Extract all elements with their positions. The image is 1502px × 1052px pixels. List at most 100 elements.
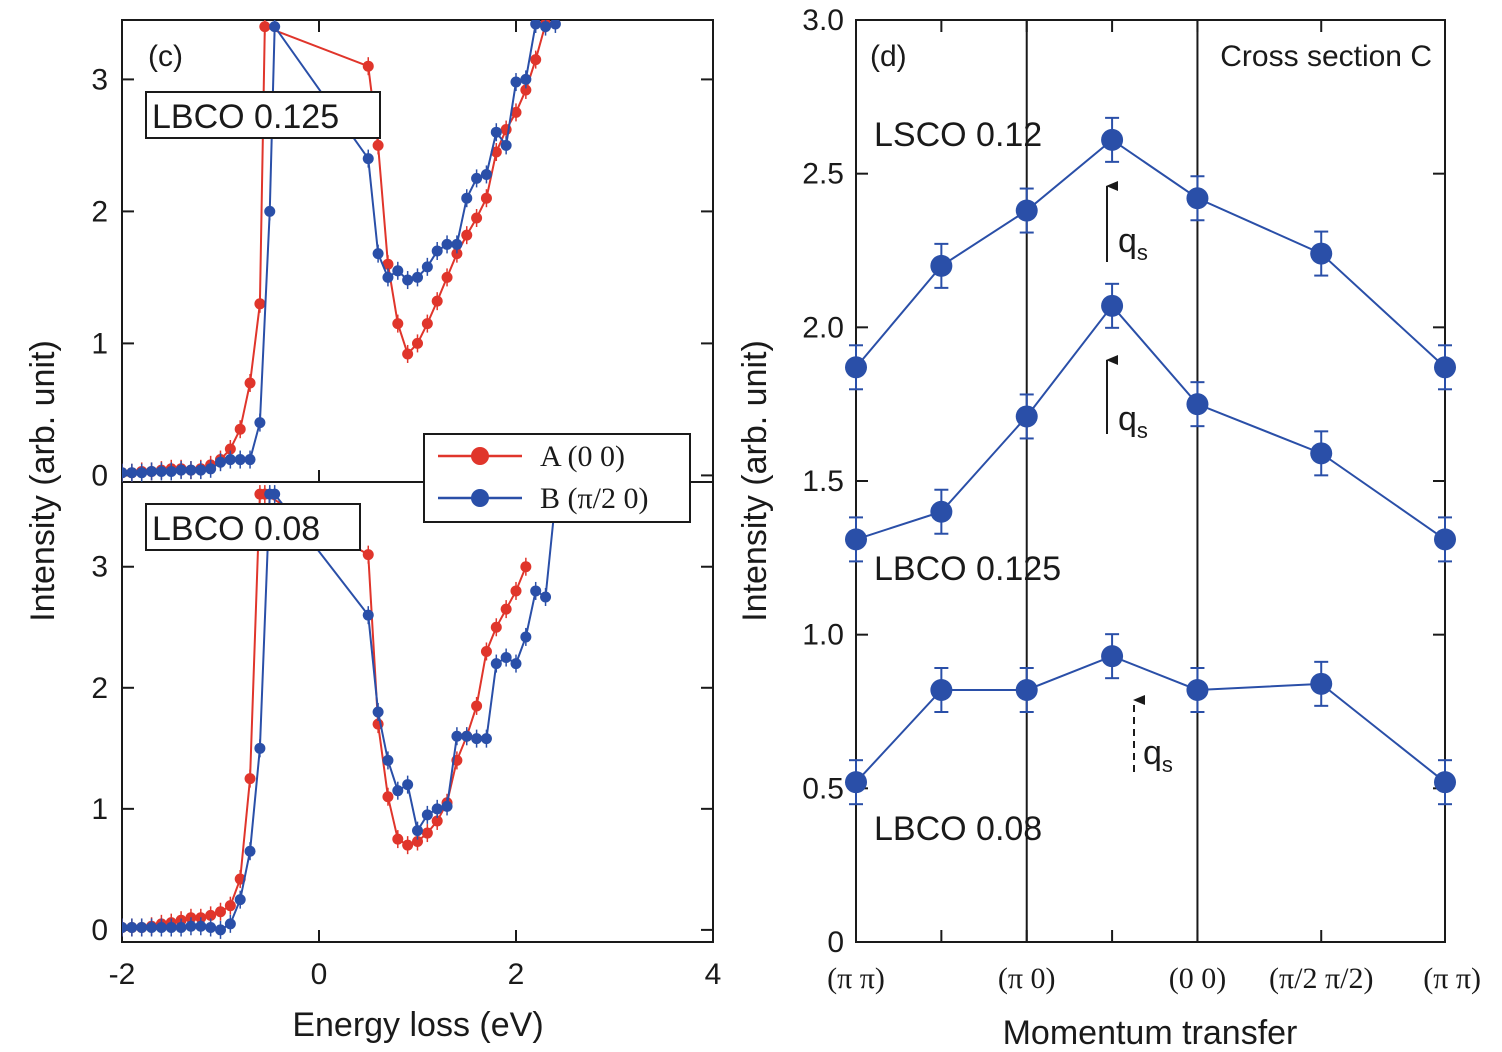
data-point-b-2-0: [392, 785, 404, 797]
data-point-b-2-0: [402, 779, 414, 791]
data-point-b-2-0: [461, 730, 473, 742]
data-point-b-2-0: [224, 918, 236, 930]
data-point-b-2-0: [165, 921, 177, 933]
data-point-b-2-0: [195, 920, 207, 932]
qs-label-subscript: s: [1162, 752, 1173, 777]
data-point-a-0-0: [520, 561, 532, 573]
data-point-b-2-0: [224, 454, 236, 466]
data-point-lbco-0-125: [1310, 442, 1333, 465]
data-point-lsco-0-12: [1015, 199, 1038, 222]
data-point-b-2-0: [441, 800, 453, 812]
panel-d: 0 0.5 1.0 1.5 2.0 2.5 3.0 (π π) (π 0) (0 0) (π/2 π…: [736, 4, 1481, 1052]
data-point-b-2-0: [254, 417, 266, 429]
data-point-a-0-0: [244, 773, 256, 785]
data-point-b-2-0: [234, 454, 246, 466]
sample-label-lbco-0125: LBCO 0.125: [152, 98, 339, 136]
data-point-a-0-0: [392, 833, 404, 845]
x-tick-label: 0: [311, 958, 328, 991]
data-point-lbco-0-08: [930, 678, 953, 701]
data-point-a-0-0: [471, 212, 483, 224]
data-point-b-2-0: [471, 172, 483, 184]
data-point-b-2-0: [500, 652, 512, 664]
data-point-a-0-0: [510, 585, 522, 597]
data-point-b-2-0: [402, 274, 414, 286]
data-point-b-2-0: [244, 845, 256, 857]
data-point-b-2-0: [362, 609, 374, 621]
data-point-b-2-0: [372, 706, 384, 718]
data-point-a-0-0: [362, 60, 374, 72]
data-point-a-0-0: [392, 318, 404, 330]
data-point-b-2-0: [215, 924, 226, 936]
data-point-a-0-0: [205, 909, 217, 921]
data-point-b-2-0: [451, 730, 463, 742]
legend-frame: [423, 433, 691, 523]
y-tick-label: 2.0: [802, 311, 844, 344]
data-point-b-2-0: [269, 488, 281, 500]
data-point-lbco-0-08: [1310, 672, 1333, 695]
subplot-lbco-0-08-data: [122, 485, 561, 939]
data-point-a-0-0: [451, 248, 463, 260]
data-point-b-2-0: [392, 265, 404, 277]
qs-label-text: q: [1143, 734, 1162, 772]
data-point-b-2-0: [490, 126, 502, 138]
panel-d-marks: 0 0.5 1.0 1.5 2.0 2.5 3.0 (π π) (π 0) (0 0) (π/2 π…: [802, 4, 1481, 995]
data-point-lsco-0-12: [1310, 242, 1333, 265]
y-tick-label: 0: [827, 926, 844, 959]
data-point-b-2-0: [155, 921, 167, 933]
data-point-lbco-0-08: [845, 771, 867, 794]
data-point-b-2-0: [530, 20, 542, 30]
data-point-a-0-0: [234, 423, 246, 435]
x-tick-label: 4: [705, 958, 722, 991]
panel-d-title: Cross section C: [1220, 40, 1432, 73]
panel-d-x-axis-title: Momentum transfer: [1003, 1014, 1298, 1052]
data-point-b-2-0: [540, 591, 552, 603]
qs-label-subscript: s: [1137, 240, 1148, 265]
data-point-b-2-0: [136, 467, 148, 479]
data-point-a-0-0: [215, 906, 226, 918]
data-point-b-2-0: [382, 754, 394, 766]
data-point-a-0-0: [224, 443, 236, 455]
data-point-b-2-0: [480, 733, 492, 745]
x-tick-label: (π π): [1423, 962, 1481, 995]
data-point-a-0-0: [224, 900, 236, 912]
data-point-lsco-0-12: [1101, 128, 1124, 151]
data-point-a-0-0: [244, 377, 256, 389]
data-point-a-0-0: [421, 318, 433, 330]
panel-d-label: (d): [870, 40, 907, 73]
data-point-b-2-0: [549, 20, 561, 30]
data-point-b-2-0: [254, 742, 266, 754]
data-point-a-0-0: [471, 700, 483, 712]
y-tick-label: 3: [91, 551, 108, 584]
x-tick-label: (π/2 π/2): [1269, 962, 1373, 995]
data-point-a-0-0: [372, 139, 384, 151]
data-point-a-0-0: [480, 192, 492, 204]
y-tick-label: 3.0: [802, 4, 844, 37]
data-point-lbco-0-125: [930, 500, 953, 523]
data-point-lbco-0-08: [1015, 678, 1038, 701]
data-point-a-0-0: [520, 84, 532, 96]
data-point-b-2-0: [185, 920, 197, 932]
data-point-b-2-0: [165, 465, 177, 477]
panel-c-x-axis-title: Energy loss (eV): [292, 1006, 543, 1044]
data-point-b-2-0: [185, 464, 197, 476]
data-point-b-2-0: [480, 168, 492, 180]
sample-label-lbco-008: LBCO 0.08: [152, 510, 320, 548]
data-point-b-2-0: [146, 465, 158, 477]
data-point-lsco-0-12: [1186, 187, 1209, 210]
qs-label-text: q: [1118, 400, 1137, 438]
data-point-lsco-0-12: [930, 254, 953, 277]
data-point-a-0-0: [431, 815, 443, 827]
x-tick-label: (0 0): [1169, 962, 1226, 995]
y-tick-label: 0: [91, 914, 108, 947]
data-point-b-2-0: [269, 21, 281, 33]
data-point-lbco-0-08: [1434, 771, 1456, 794]
data-point-a-0-0: [441, 271, 453, 283]
legend-label-b: B (π/2 0): [540, 482, 648, 515]
x-tick-label: (π π): [827, 962, 885, 995]
data-point-a-0-0: [382, 258, 394, 270]
data-point-b-2-0: [471, 733, 483, 745]
data-point-lbco-0-125: [1186, 393, 1209, 416]
data-point-b-2-0: [155, 465, 167, 477]
data-point-b-2-0: [126, 921, 138, 933]
